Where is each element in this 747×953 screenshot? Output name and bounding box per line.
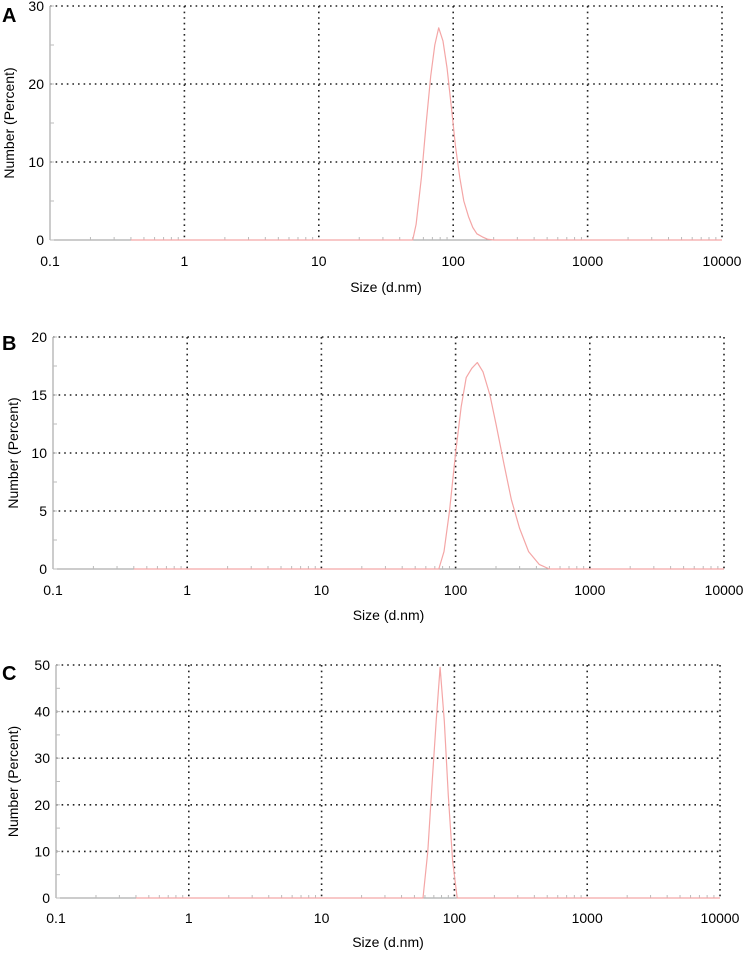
y-tick-label: 5: [39, 503, 47, 519]
size-distribution-line-c: [136, 666, 720, 899]
y-tick-label: 50: [34, 657, 50, 673]
y-tick-label: 20: [34, 797, 50, 813]
x-tick-label: 1: [183, 582, 191, 598]
panel-label-a: A: [2, 5, 16, 27]
x-tick-label: 1000: [572, 910, 603, 926]
x-tick-label: 10: [314, 910, 330, 926]
x-tick-label: 10000: [703, 253, 742, 269]
x-tick-label: 1000: [572, 253, 603, 269]
x-tick-label: 0.1: [46, 910, 66, 926]
y-tick-label: 20: [28, 76, 44, 92]
x-axis-title: Size (d.nm): [352, 934, 424, 950]
panel-a: A 0.1 1 10 100 1000 10000 0 10 20 30 Size (d.nm) Num…: [1, 0, 742, 295]
x-tick-label: 1000: [574, 582, 605, 598]
y-tick-label: 0: [39, 561, 47, 577]
y-axis-title: Number (Percent): [5, 726, 21, 837]
y-tick-label: 10: [31, 445, 47, 461]
x-tick-label: 1: [181, 253, 189, 269]
y-tick-label: 0: [36, 232, 44, 248]
x-axis-title: Size (d.nm): [353, 607, 425, 623]
x-tick-label: 100: [443, 910, 467, 926]
size-distribution-line-b: [133, 361, 724, 570]
y-tick-label: 10: [28, 154, 44, 170]
panel-label-c: C: [2, 663, 16, 685]
y-axis-title: Number (Percent): [5, 397, 21, 508]
panel-label-b: B: [2, 333, 16, 355]
y-tick-label: 30: [34, 750, 50, 766]
y-tick-label: 10: [34, 843, 50, 859]
size-distribution-line-a: [130, 27, 722, 241]
x-tick-label: 100: [444, 582, 468, 598]
x-tick-label: 0.1: [40, 253, 60, 269]
y-axis-title: Number (Percent): [1, 67, 17, 178]
x-tick-label: 10000: [705, 582, 744, 598]
panel-c: C 0.1 1 10 100 1000 10000 0 10 20 30 40 50 Size (d.nm…: [2, 657, 740, 950]
x-tick-label: 1: [185, 910, 193, 926]
x-tick-label: 10000: [701, 910, 740, 926]
x-axis-title: Size (d.nm): [350, 279, 422, 295]
x-tick-label: 10: [311, 253, 327, 269]
x-tick-label: 10: [314, 582, 330, 598]
y-tick-label: 40: [34, 704, 50, 720]
panel-b: B 0.1 1 10 100 1000 10000 0 5 10 15 20 Size (d.nm) Nu…: [2, 329, 744, 623]
y-tick-label: 0: [42, 890, 50, 906]
y-tick-label: 15: [31, 387, 47, 403]
y-tick-label: 20: [31, 329, 47, 345]
y-tick-label: 30: [28, 0, 44, 14]
x-tick-label: 100: [442, 253, 466, 269]
x-tick-label: 0.1: [43, 582, 63, 598]
